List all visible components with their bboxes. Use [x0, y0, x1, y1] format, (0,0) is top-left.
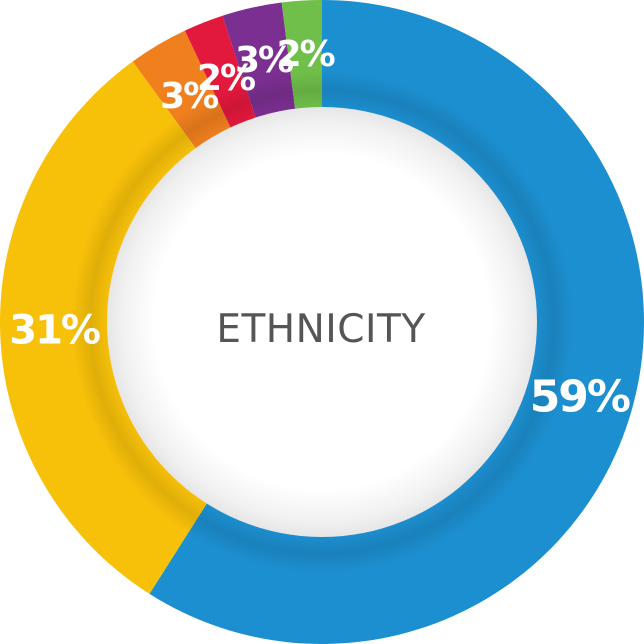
donut-hole [107, 107, 537, 537]
slice-label-2: 3% [160, 76, 218, 117]
slice-label-5: 2% [277, 34, 335, 75]
slice-label-3: 2% [197, 58, 255, 99]
chart-title: ETHNICITY [216, 307, 425, 352]
slice-label-0: 59% [530, 371, 630, 422]
slice-label-4: 3% [235, 40, 293, 81]
labels-layer: 59%31%3%2%3%2% [9, 34, 632, 422]
slice-label-1: 31% [9, 307, 100, 353]
